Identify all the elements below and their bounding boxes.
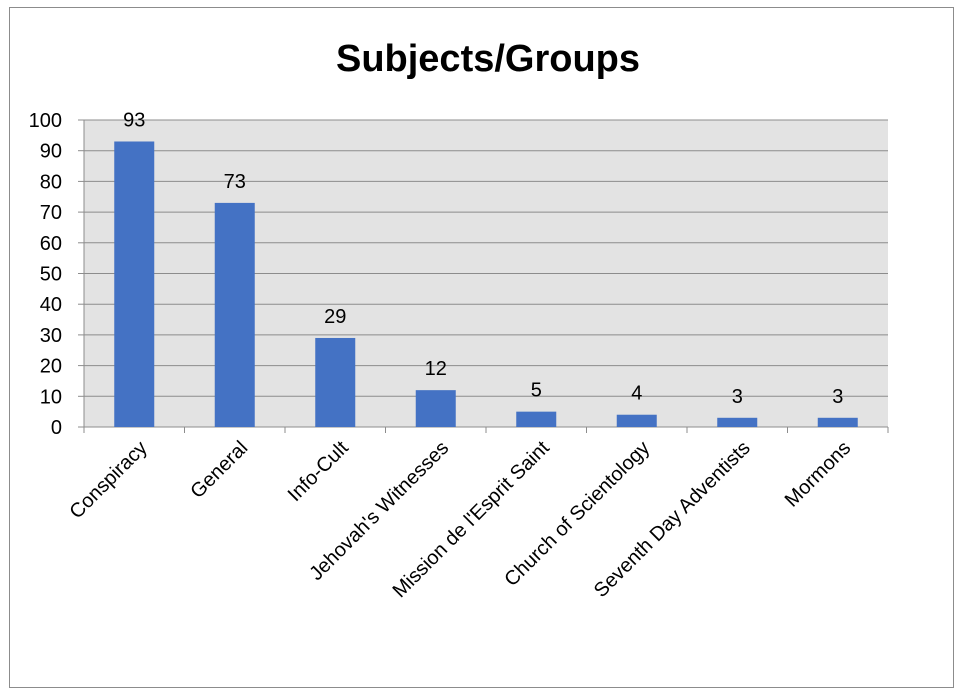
category-label: General bbox=[186, 437, 252, 503]
y-tick-label: 30 bbox=[40, 325, 62, 347]
category-label: Conspiracy bbox=[65, 437, 151, 523]
bar-general bbox=[214, 202, 255, 427]
data-label: 29 bbox=[324, 306, 346, 328]
category-label: Info-Cult bbox=[284, 437, 353, 506]
data-label: 3 bbox=[732, 386, 743, 408]
y-tick-label: 10 bbox=[40, 386, 62, 408]
y-tick-label: 0 bbox=[51, 417, 62, 439]
bar-church-of-scientology bbox=[616, 414, 657, 427]
data-label: 93 bbox=[123, 109, 145, 131]
chart-title: Subjects/Groups bbox=[335, 38, 641, 80]
y-tick-label: 100 bbox=[29, 110, 62, 132]
bar-seventh-day-adventists bbox=[717, 417, 758, 427]
category-label: Mormons bbox=[781, 437, 856, 512]
bar-conspiracy bbox=[114, 141, 155, 428]
data-label: 4 bbox=[631, 383, 642, 405]
y-tick-label: 80 bbox=[40, 171, 62, 193]
y-tick-label: 90 bbox=[40, 141, 62, 163]
data-label: 5 bbox=[531, 380, 542, 402]
data-label: 73 bbox=[224, 171, 246, 193]
y-tick-label: 70 bbox=[40, 202, 62, 224]
data-label: 12 bbox=[425, 358, 447, 380]
bar-info-cult bbox=[315, 337, 356, 427]
bar-mission-de-l-esprit-saint bbox=[516, 411, 557, 427]
y-tick-label: 60 bbox=[40, 233, 62, 255]
y-tick-label: 40 bbox=[40, 294, 62, 316]
y-tick-label: 50 bbox=[40, 264, 62, 286]
bar-jehovah-s-witnesses bbox=[415, 390, 456, 427]
data-label: 3 bbox=[832, 386, 843, 408]
y-tick-label: 20 bbox=[40, 356, 62, 378]
bar-mormons bbox=[817, 417, 858, 427]
